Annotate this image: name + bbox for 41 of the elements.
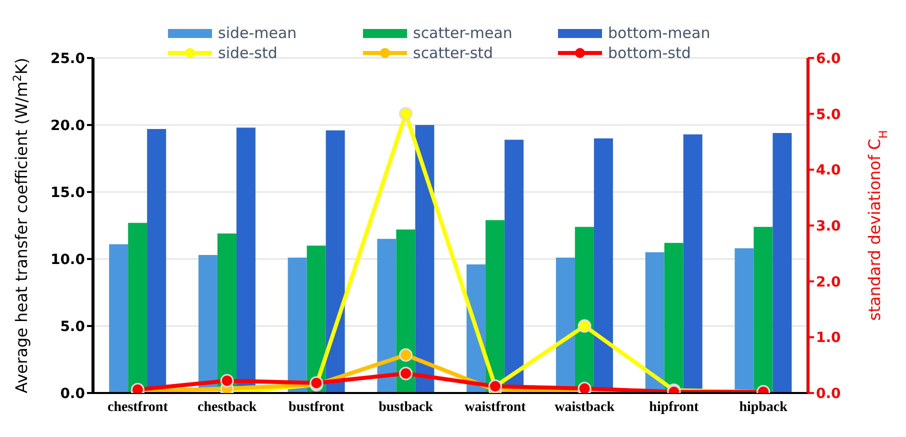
y-tick-label: 25.0 — [50, 50, 86, 67]
legend-label: side-std — [218, 44, 278, 62]
legend-label: bottom-mean — [608, 24, 710, 42]
point — [220, 374, 234, 388]
x-tick-label: bustback — [378, 400, 434, 415]
y2-tick-label: 2.0 — [816, 274, 842, 290]
y-tick-label: 5.0 — [60, 318, 86, 335]
x-tick-label: hipback — [739, 400, 788, 415]
y2-tick-label: 4.0 — [816, 162, 842, 179]
x-tick-label: chestfront — [107, 400, 168, 415]
bar — [754, 226, 773, 393]
legend-label: scatter-mean — [413, 24, 512, 42]
x-tick-label: bustfront — [288, 400, 345, 415]
x-tick-label: chestback — [198, 400, 257, 415]
y2-tick-label: 3.0 — [816, 218, 842, 234]
x-tick-label: hipfront — [649, 400, 700, 415]
bar — [109, 244, 128, 393]
y-tick-label: 0.0 — [60, 386, 86, 402]
y2-tick-label: 1.0 — [816, 330, 842, 346]
point — [399, 348, 413, 362]
y2-tick-label: 6.0 — [816, 50, 842, 67]
bar — [377, 238, 396, 393]
point — [399, 366, 413, 380]
y2-tick-label: 5.0 — [816, 106, 842, 123]
bar — [326, 130, 345, 393]
y-tick-label: 20.0 — [50, 118, 86, 134]
bar — [486, 220, 505, 393]
point — [578, 319, 592, 333]
y-tick-label: 10.0 — [50, 252, 86, 268]
bar — [288, 258, 307, 393]
x-tick-label: waistback — [554, 400, 615, 415]
bar — [772, 133, 792, 393]
x-tick-label: waistfront — [464, 400, 526, 415]
legend-label: side-mean — [218, 24, 297, 42]
bar — [415, 125, 434, 393]
legend-label: scatter-std — [413, 44, 494, 62]
bar — [128, 222, 148, 393]
y-tick-label: 15.0 — [50, 184, 86, 201]
y2-tick-label: 0.0 — [816, 386, 842, 402]
point — [399, 107, 413, 121]
legend-label: bottom-std — [608, 44, 691, 62]
